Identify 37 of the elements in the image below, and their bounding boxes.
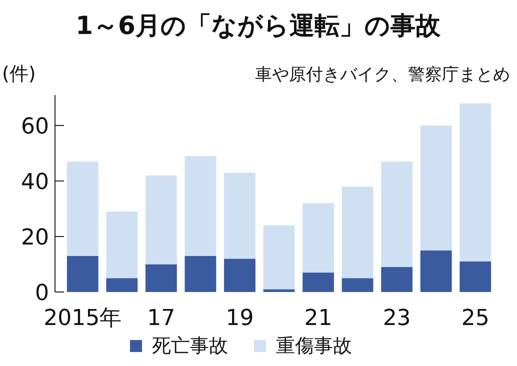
bar [381, 162, 413, 268]
bar [145, 175, 177, 264]
bar [145, 264, 177, 292]
bar [420, 250, 452, 292]
x-tick-label: 23 [382, 306, 411, 331]
bar [420, 126, 452, 250]
y-axis-title: (件) [2, 63, 36, 85]
bar [302, 272, 334, 292]
y-tick-label: 20 [21, 226, 49, 251]
y-tick-label: 60 [21, 114, 49, 140]
x-tick-label: 25 [461, 306, 490, 331]
bar [106, 212, 138, 278]
bar [460, 103, 492, 262]
legend-label: 重傷事故 [276, 335, 352, 357]
bar [224, 172, 256, 259]
bar [460, 261, 492, 292]
bar [302, 203, 334, 273]
chart-subtitle: 車や原付きバイク、警察庁まとめ [255, 65, 510, 85]
bar [66, 162, 98, 256]
bar [263, 225, 295, 290]
chart-title: 1～6月の「ながら運転」の事故 [76, 11, 442, 40]
bar [381, 267, 413, 292]
x-tick-label: 19 [226, 306, 254, 331]
bar [342, 186, 374, 278]
bar [342, 278, 374, 292]
bar [106, 278, 138, 292]
bar [224, 258, 256, 292]
y-tick-label: 40 [21, 170, 49, 196]
bar [184, 156, 216, 256]
x-tick-label: 21 [304, 306, 332, 331]
bar [263, 289, 295, 292]
y-tick-label: 0 [35, 281, 49, 306]
x-tick-label: 17 [147, 306, 176, 331]
legend-label: 死亡事故 [152, 335, 228, 357]
bar [184, 256, 216, 292]
x-tick-label: 2015年 [44, 306, 122, 331]
bar [66, 256, 98, 292]
